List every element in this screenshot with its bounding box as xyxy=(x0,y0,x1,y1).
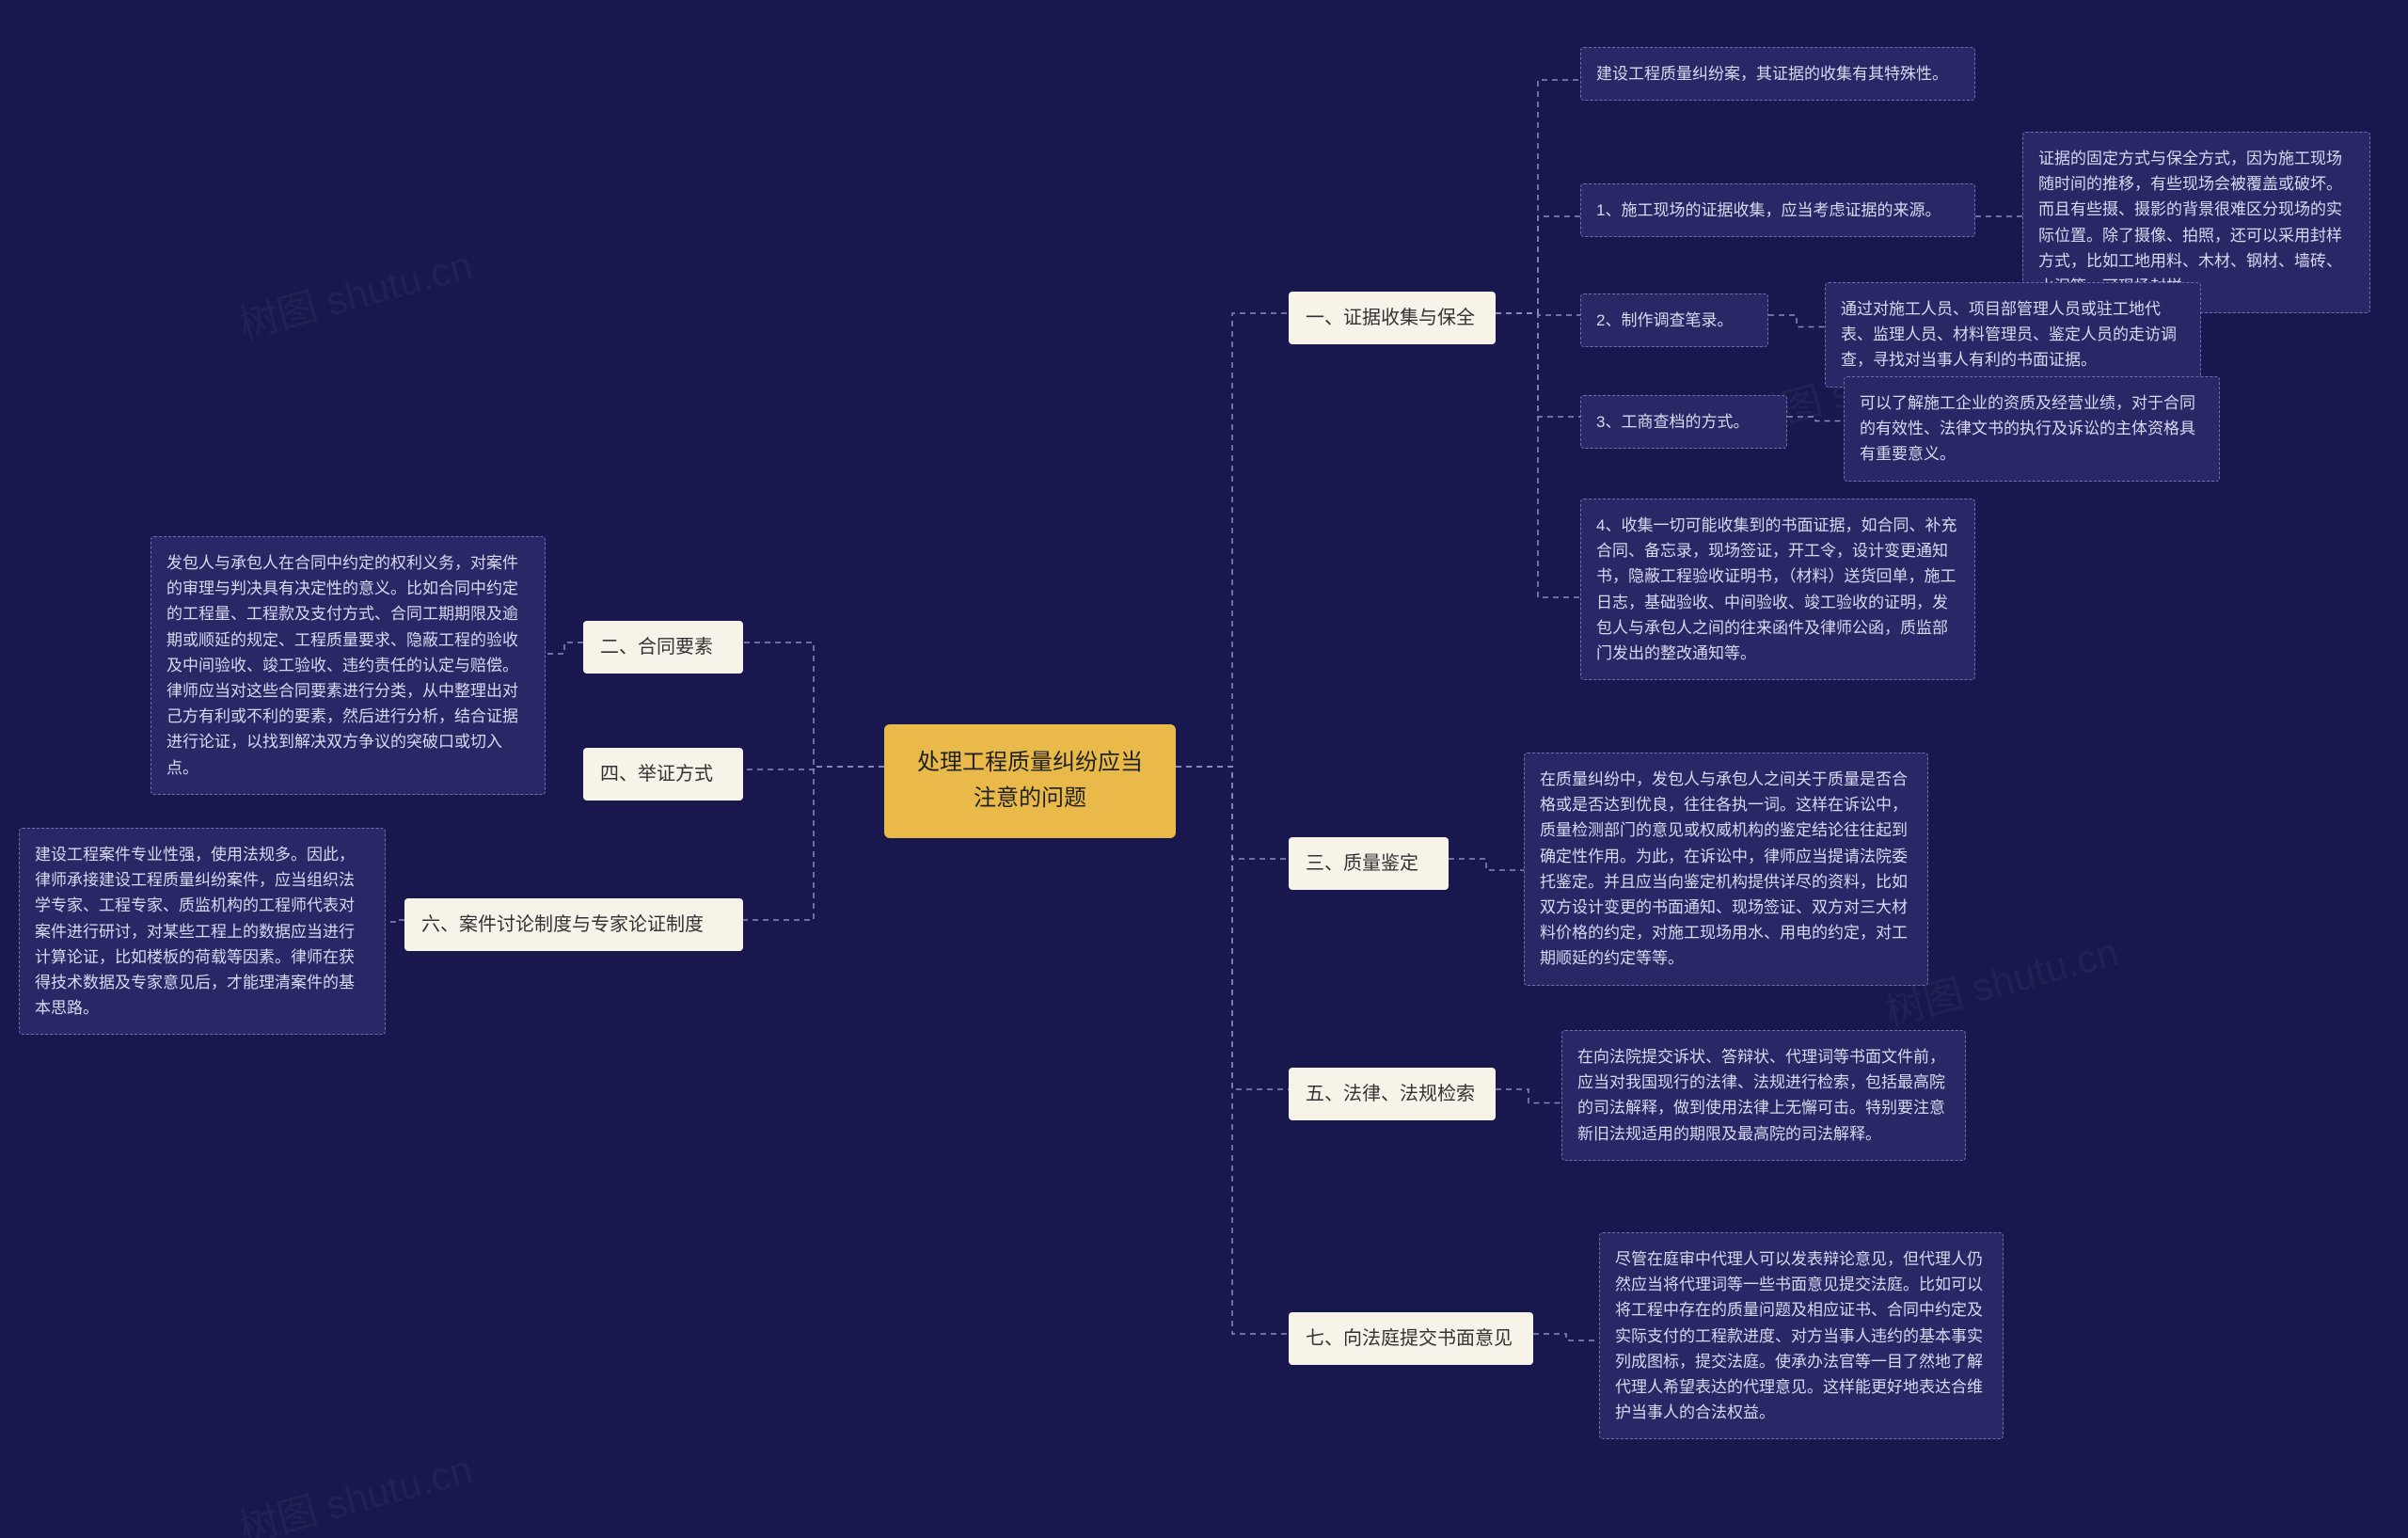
section-s4: 四、举证方式 xyxy=(583,748,743,801)
watermark: 树图 shutu.cn xyxy=(231,1437,478,1538)
detail-s1d2: 2、制作调查笔录。 xyxy=(1580,293,1768,347)
detail-s1d0: 建设工程质量纠纷案，其证据的收集有其特殊性。 xyxy=(1580,47,1975,101)
root-node: 处理工程质量纠纷应当注意的问题 xyxy=(884,724,1176,838)
detail-s7d0: 尽管在庭审中代理人可以发表辩论意见，但代理人仍然应当将代理词等一些书面意见提交法… xyxy=(1599,1232,2004,1439)
detail-s5d0: 在向法院提交诉状、答辩状、代理词等书面文件前，应当对我国现行的法律、法规进行检索… xyxy=(1561,1030,1966,1161)
detail-s1d4: 4、收集一切可能收集到的书面证据，如合同、补充合同、备忘录，现场签证，开工令，设… xyxy=(1580,499,1975,680)
detail-s1d2a: 通过对施工人员、项目部管理人员或驻工地代表、监理人员、材料管理员、鉴定人员的走访… xyxy=(1825,282,2201,388)
mindmap-canvas: 树图 shutu.cn树图 shutu.cn树图 shutu.cn树图 shut… xyxy=(0,0,2408,1538)
detail-s1d3a: 可以了解施工企业的资质及经营业绩，对于合同的有效性、法律文书的执行及诉讼的主体资… xyxy=(1844,376,2220,482)
detail-s1d1: 1、施工现场的证据收集，应当考虑证据的来源。 xyxy=(1580,183,1975,237)
detail-s3d0: 在质量纠纷中，发包人与承包人之间关于质量是否合格或是否达到优良，往往各执一词。这… xyxy=(1524,753,1928,986)
watermark: 树图 shutu.cn xyxy=(231,233,478,351)
section-s2: 二、合同要素 xyxy=(583,621,743,674)
section-s7: 七、向法庭提交书面意见 xyxy=(1289,1312,1533,1365)
section-s5: 五、法律、法规检索 xyxy=(1289,1068,1496,1120)
section-s3: 三、质量鉴定 xyxy=(1289,837,1449,890)
detail-s1d3: 3、工商查档的方式。 xyxy=(1580,395,1787,449)
detail-s2d0: 发包人与承包人在合同中约定的权利义务，对案件的审理与判决具有决定性的意义。比如合… xyxy=(150,536,546,795)
section-s6: 六、案件讨论制度与专家论证制度 xyxy=(404,898,743,951)
section-s1: 一、证据收集与保全 xyxy=(1289,292,1496,344)
detail-s6d0: 建设工程案件专业性强，使用法规多。因此，律师承接建设工程质量纠纷案件，应当组织法… xyxy=(19,828,386,1035)
